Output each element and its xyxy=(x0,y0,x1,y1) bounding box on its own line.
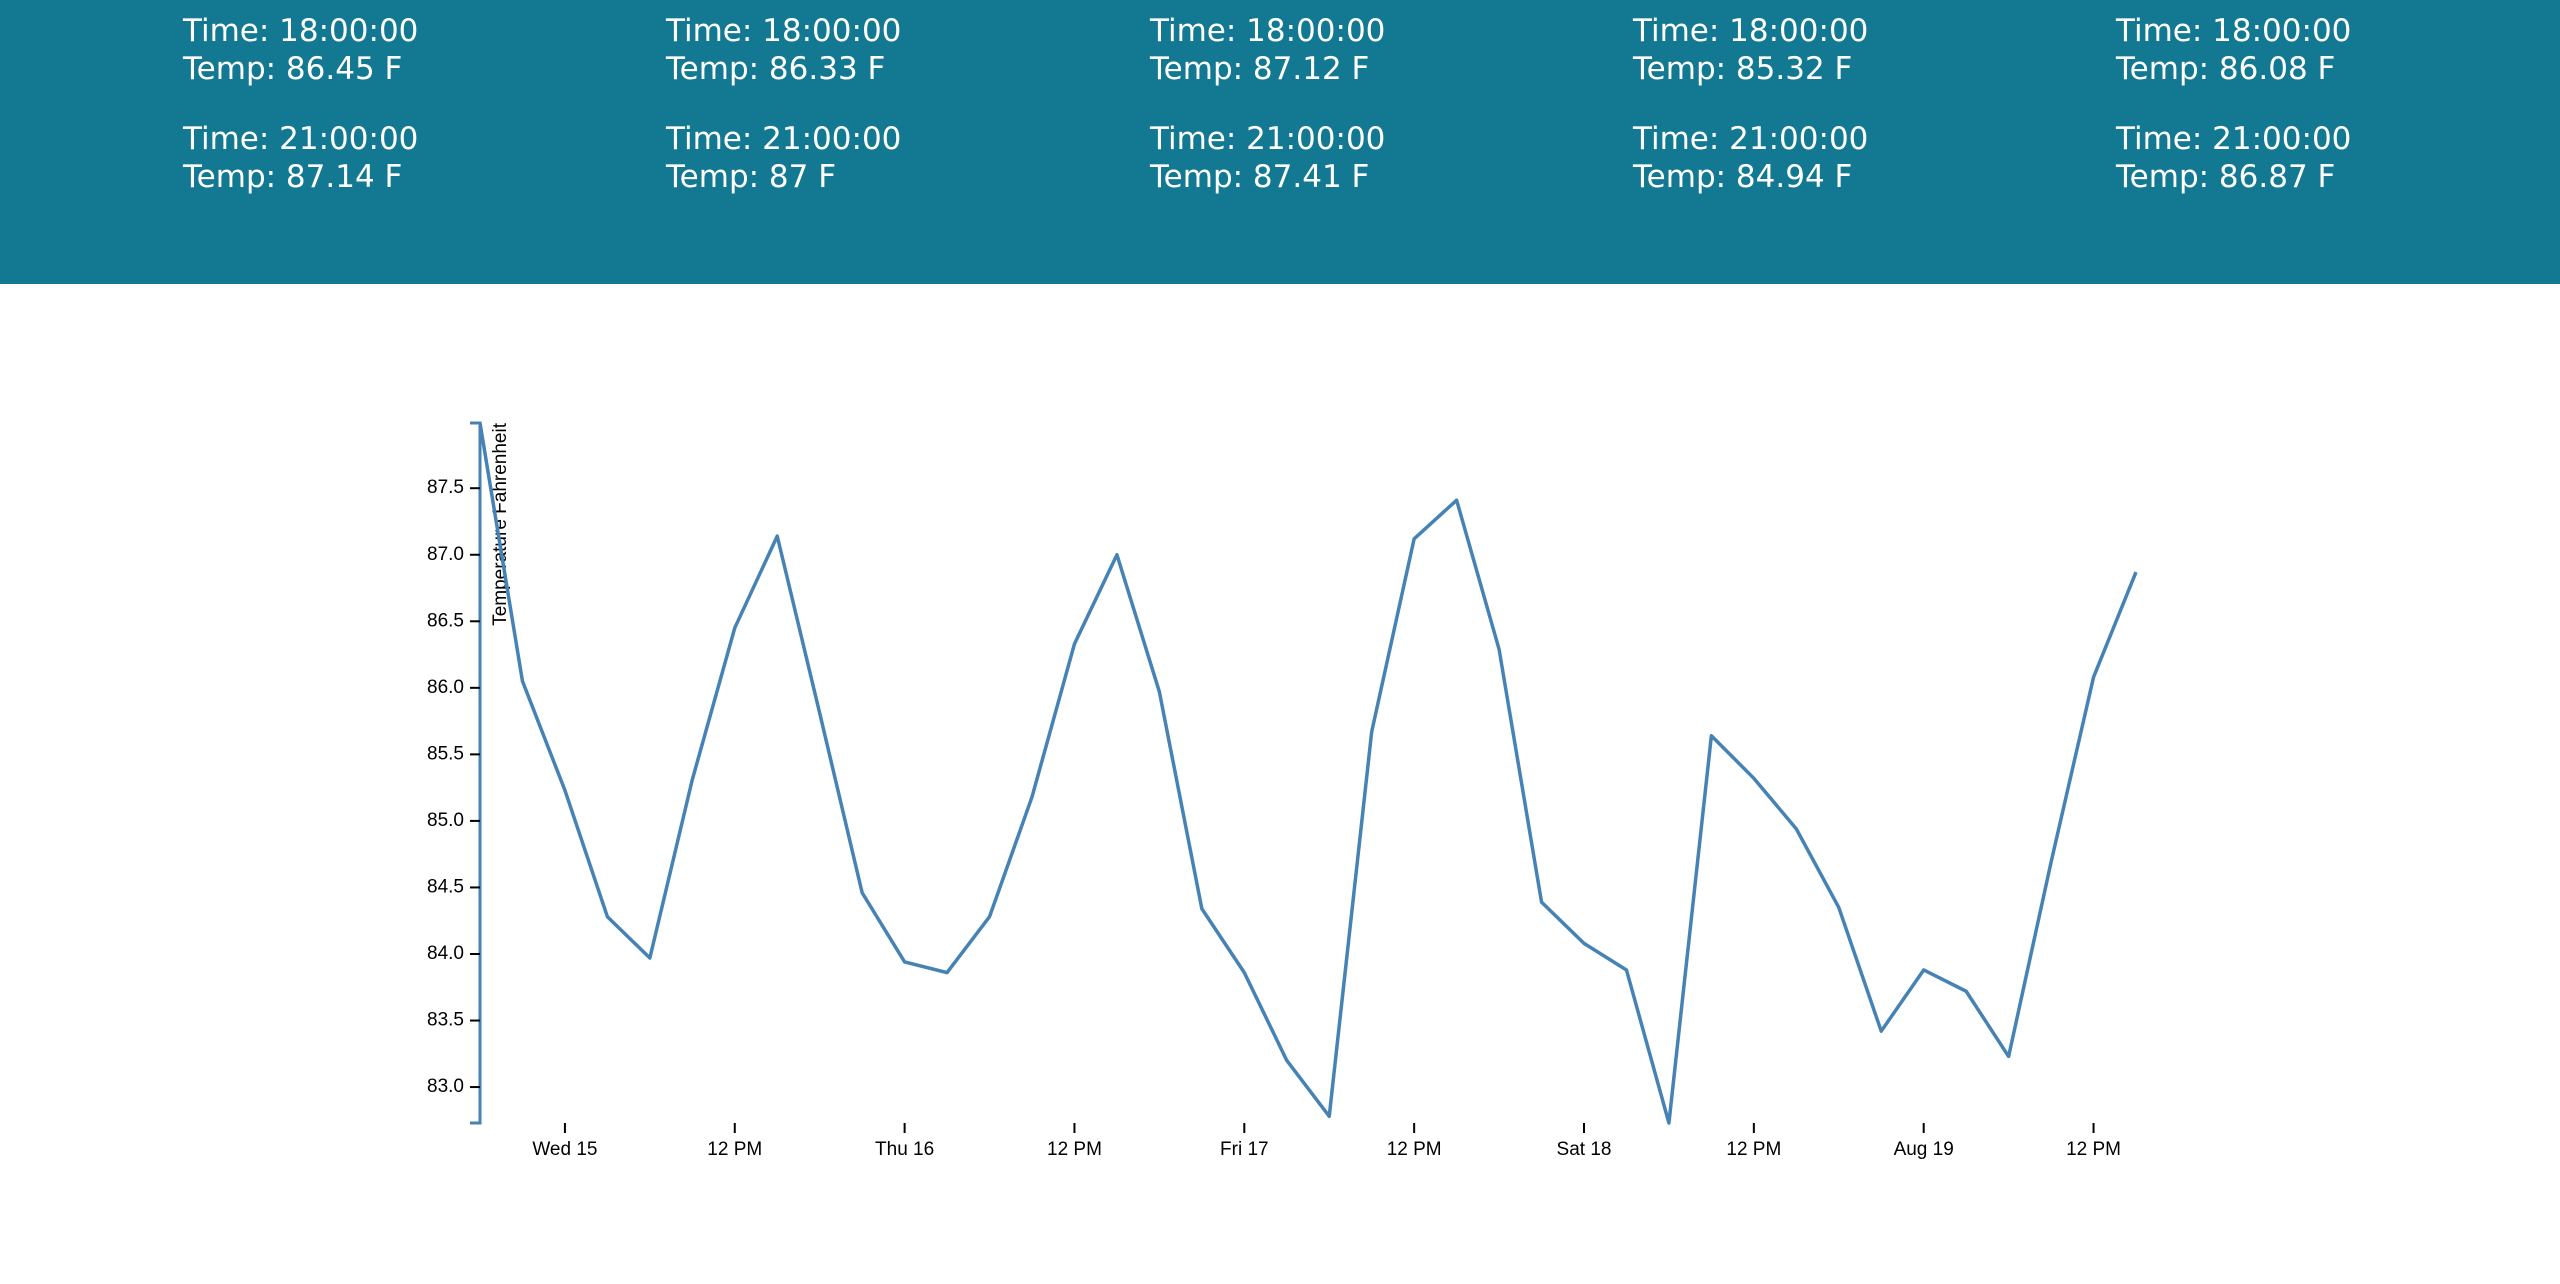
x-tick-label: 12 PM xyxy=(1387,1139,1442,1160)
forecast-time: Time: 18:00:00 xyxy=(183,13,419,49)
forecast-temp: Temp: 86.45 F xyxy=(183,51,403,87)
forecast-temp: Temp: 86.08 F xyxy=(2116,51,2336,87)
forecast-time: Time: 21:00:00 xyxy=(183,121,419,157)
y-axis xyxy=(470,421,482,1125)
forecast-temp: Temp: 86.33 F xyxy=(666,51,886,87)
forecast-time: Time: 21:00:00 xyxy=(1150,121,1386,157)
forecast-temp: Temp: 87.41 F xyxy=(1150,159,1370,195)
x-tick-label: 12 PM xyxy=(2066,1139,2121,1160)
forecast-temp: Temp: 86.87 F xyxy=(2116,159,2336,195)
x-tick-label: Thu 16 xyxy=(875,1139,934,1160)
x-tick-label: 12 PM xyxy=(1726,1139,1781,1160)
x-tick-label: Wed 15 xyxy=(532,1139,597,1160)
y-tick-label: 83.5 xyxy=(427,1010,464,1031)
forecast-temp: Temp: 84.94 F xyxy=(1633,159,1853,195)
x-tick-label: Fri 17 xyxy=(1220,1139,1269,1160)
y-tick-label: 84.0 xyxy=(427,943,464,964)
forecast-entry: Time: 18:00:00 Temp: 86.45 F xyxy=(183,12,418,88)
x-tick-label: 12 PM xyxy=(1047,1139,1102,1160)
y-tick-label: 86.0 xyxy=(427,677,464,698)
y-tick-label: 85.5 xyxy=(427,743,464,764)
x-tick-label: 12 PM xyxy=(707,1139,762,1160)
forecast-column: Time: 18:00:00 Temp: 86.33 F Time: 21:00:0… xyxy=(666,12,901,228)
forecast-temp: Temp: 87 F xyxy=(666,159,837,195)
forecast-temp: Temp: 87.14 F xyxy=(183,159,403,195)
x-tick-label: Aug 19 xyxy=(1894,1139,1954,1160)
chart: 83.0 83.5 84.0 84.5 85.0 85.5 86.0 86.5 87.0 87.5… xyxy=(427,421,2138,1160)
forecast-time: Time: 21:00:00 xyxy=(1633,121,1869,157)
forecast-entry: Time: 18:00:00 Temp: 86.33 F xyxy=(666,12,901,88)
forecast-time: Time: 18:00:00 xyxy=(2116,13,2352,49)
forecast-time: Time: 18:00:00 xyxy=(1633,13,1869,49)
forecast-entry: Time: 18:00:00 Temp: 86.08 F xyxy=(2116,12,2351,88)
forecast-time: Time: 18:00:00 xyxy=(666,13,902,49)
forecast-time: Time: 18:00:00 xyxy=(1150,13,1386,49)
forecast-entry: Time: 18:00:00 Temp: 85.32 F xyxy=(1633,12,1868,88)
forecast-column: Time: 18:00:00 Temp: 86.08 F Time: 21:00:0… xyxy=(2116,12,2351,228)
forecast-entry: Time: 21:00:00 Temp: 87 F xyxy=(666,120,901,196)
forecast-time: Time: 21:00:00 xyxy=(666,121,902,157)
forecast-column: Time: 18:00:00 Temp: 86.45 F Time: 21:00:0… xyxy=(183,12,418,228)
y-tick-label: 84.5 xyxy=(427,876,464,897)
forecast-entry: Time: 21:00:00 Temp: 87.41 F xyxy=(1150,120,1385,196)
y-tick-label: 87.5 xyxy=(427,477,464,498)
y-tick-label: 85.0 xyxy=(427,810,464,831)
forecast-temp: Temp: 87.12 F xyxy=(1150,51,1370,87)
x-tick-label: Sat 18 xyxy=(1557,1139,1612,1160)
forecast-entry: Time: 21:00:00 Temp: 86.87 F xyxy=(2116,120,2351,196)
forecast-column: Time: 18:00:00 Temp: 87.12 F Time: 21:00:0… xyxy=(1150,12,1385,228)
forecast-column: Time: 18:00:00 Temp: 85.32 F Time: 21:00:0… xyxy=(1633,12,1868,228)
forecast-entry: Time: 18:00:00 Temp: 87.12 F xyxy=(1150,12,1385,88)
forecast-entry: Time: 21:00:00 Temp: 87.14 F xyxy=(183,120,418,196)
temperature-line xyxy=(478,422,2138,1125)
forecast-entry: Time: 21:00:00 Temp: 84.94 F xyxy=(1633,120,1868,196)
y-tick-label: 83.0 xyxy=(427,1076,464,1097)
forecast-temp: Temp: 85.32 F xyxy=(1633,51,1853,87)
forecast-header: Time: 18:00:00 Temp: 86.45 F Time: 21:00:0… xyxy=(0,0,2560,284)
forecast-time: Time: 21:00:00 xyxy=(2116,121,2352,157)
y-tick-label: 86.5 xyxy=(427,610,464,631)
y-tick-label: 87.0 xyxy=(427,544,464,565)
